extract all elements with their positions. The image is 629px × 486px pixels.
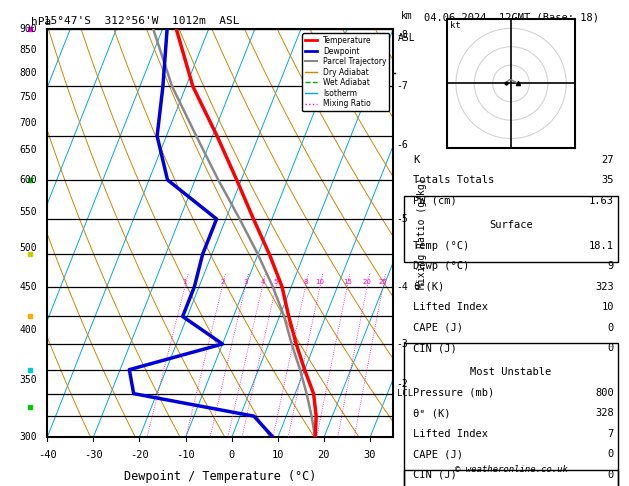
Text: 300: 300 [19,433,36,442]
Text: 35: 35 [601,175,614,185]
Text: Pressure (mb): Pressure (mb) [413,388,494,398]
Text: 700: 700 [19,118,36,127]
Text: 2: 2 [220,278,225,285]
Legend: Temperature, Dewpoint, Parcel Trajectory, Dry Adiabat, Wet Adiabat, Isotherm, Mi: Temperature, Dewpoint, Parcel Trajectory… [302,33,389,111]
Text: 0: 0 [608,469,614,480]
Text: 27: 27 [601,155,614,165]
Text: -10: -10 [176,450,195,460]
Text: Dewpoint / Temperature (°C): Dewpoint / Temperature (°C) [124,470,316,483]
Text: 0: 0 [608,449,614,459]
Text: hPa: hPa [31,17,51,27]
Text: 500: 500 [19,243,36,253]
Text: 3: 3 [243,278,248,285]
Text: ASL: ASL [398,33,416,43]
Text: CIN (J): CIN (J) [413,343,457,353]
Text: 20: 20 [318,450,330,460]
Text: θᵉ(K): θᵉ(K) [413,281,444,292]
Bar [404,343,618,486]
Text: -3: -3 [397,339,408,349]
Text: Totals Totals: Totals Totals [413,175,494,185]
Text: -8: -8 [397,30,408,40]
Text: 9: 9 [608,261,614,271]
Text: 450: 450 [19,282,36,292]
Text: -5: -5 [397,214,408,224]
Text: 800: 800 [595,388,614,398]
Bar [404,469,618,486]
Text: 15: 15 [343,278,352,285]
Text: © weatheronline.co.uk: © weatheronline.co.uk [455,465,567,474]
Text: θᵉ (K): θᵉ (K) [413,408,450,418]
Text: 10: 10 [272,450,284,460]
Text: Lifted Index: Lifted Index [413,302,488,312]
Text: LCL: LCL [397,389,413,398]
Text: K: K [413,155,419,165]
Text: CAPE (J): CAPE (J) [413,323,463,332]
Text: 1.63: 1.63 [589,196,614,206]
Text: -30: -30 [84,450,103,460]
Text: -6: -6 [397,140,408,150]
Text: -4: -4 [397,282,408,292]
Text: 10: 10 [601,302,614,312]
Text: PW (cm): PW (cm) [413,196,457,206]
Text: 8: 8 [303,278,308,285]
Text: 1: 1 [182,278,187,285]
Text: CAPE (J): CAPE (J) [413,449,463,459]
Text: 750: 750 [19,92,36,102]
Text: 800: 800 [19,68,36,78]
Text: Dewp (°C): Dewp (°C) [413,261,469,271]
Text: 600: 600 [19,175,36,185]
Text: 4: 4 [260,278,265,285]
Text: 30: 30 [364,450,376,460]
Text: 350: 350 [19,375,36,385]
Text: km: km [401,11,413,21]
Text: 0: 0 [608,323,614,332]
Text: 550: 550 [19,207,36,217]
Text: 0: 0 [228,450,235,460]
Text: -7: -7 [397,82,408,91]
Bar [404,196,618,262]
Text: 650: 650 [19,145,36,155]
Text: CIN (J): CIN (J) [413,469,457,480]
Text: 0: 0 [608,343,614,353]
Text: -2: -2 [397,379,408,389]
Text: 7: 7 [608,429,614,439]
Text: 400: 400 [19,326,36,335]
Text: 5: 5 [274,278,278,285]
Text: 20: 20 [363,278,372,285]
Text: 04.06.2024  12GMT (Base: 18): 04.06.2024 12GMT (Base: 18) [423,12,599,22]
Text: 25: 25 [379,278,387,285]
Text: -40: -40 [38,450,57,460]
Text: 850: 850 [19,45,36,55]
Text: Mixing Ratio (g/kg): Mixing Ratio (g/kg) [418,177,427,289]
Text: Surface: Surface [489,220,533,230]
Text: Lifted Index: Lifted Index [413,429,488,439]
Text: Temp (°C): Temp (°C) [413,241,469,251]
Text: -20: -20 [130,450,149,460]
Text: 10: 10 [316,278,325,285]
Text: 900: 900 [19,24,36,34]
Text: 328: 328 [595,408,614,418]
Text: Most Unstable: Most Unstable [470,367,552,377]
Text: -15°47'S  312°56'W  1012m  ASL: -15°47'S 312°56'W 1012m ASL [36,16,239,26]
Text: 323: 323 [595,281,614,292]
Text: 18.1: 18.1 [589,241,614,251]
